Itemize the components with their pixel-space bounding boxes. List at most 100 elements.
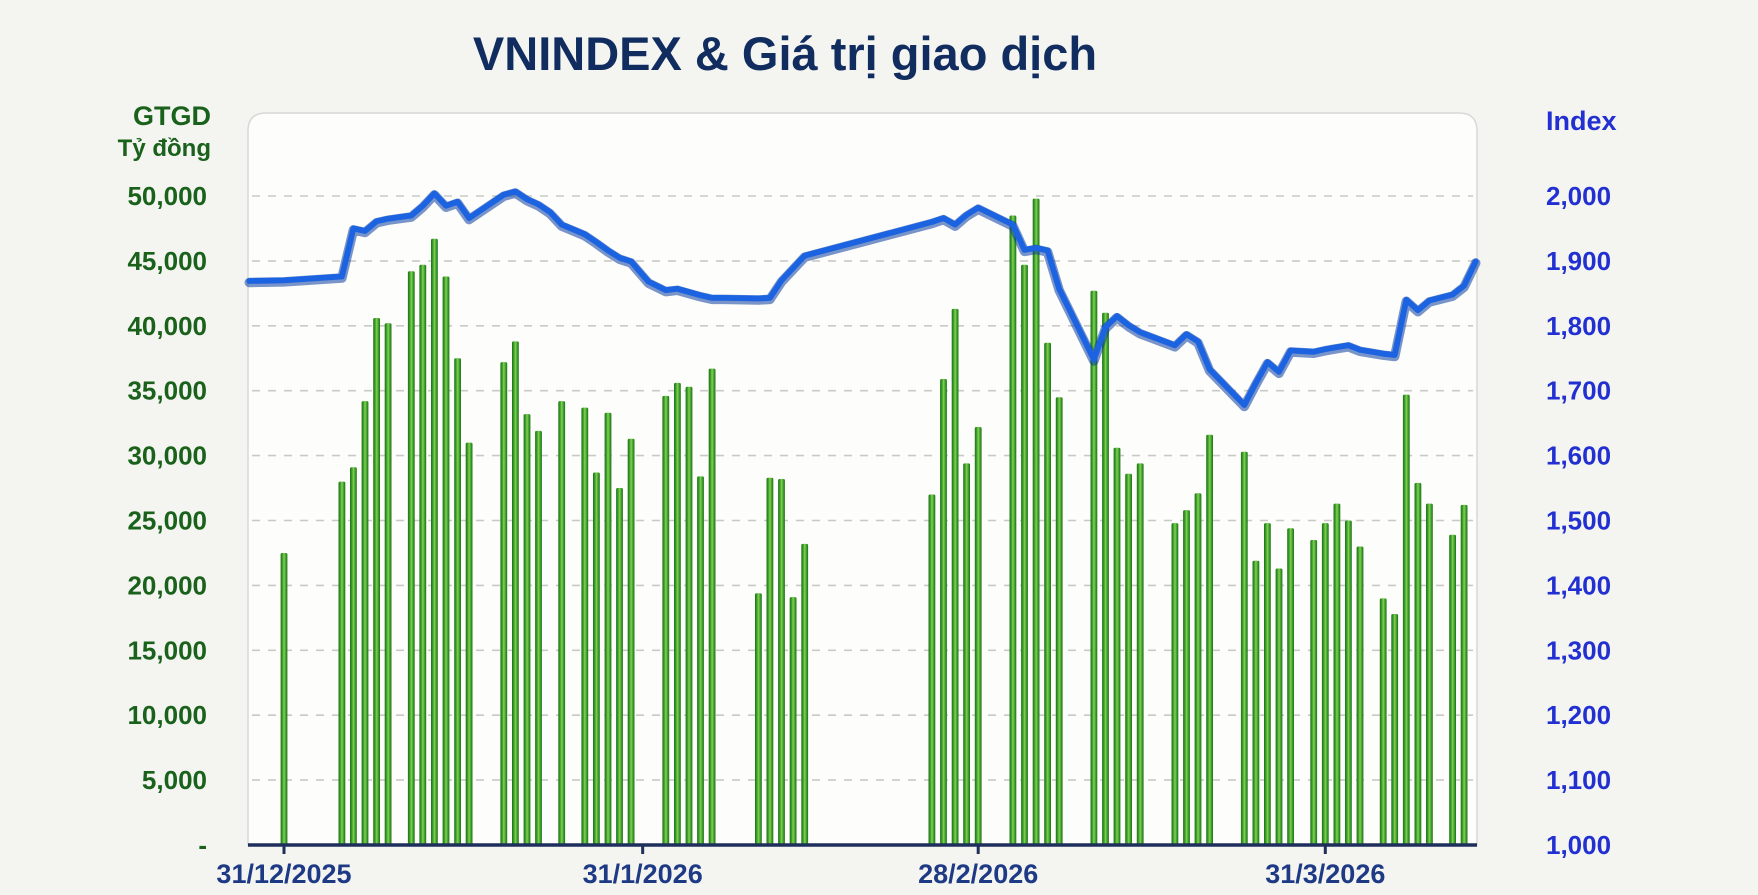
x-axis-label: 28/2/2026 [918, 859, 1038, 889]
gtgd-bar [685, 386, 693, 845]
gtgd-bar [1194, 493, 1202, 845]
gtgd-bar [1009, 215, 1017, 845]
gtgd-bar [1414, 482, 1422, 845]
gtgd-bar [512, 341, 519, 845]
gtgd-bar [1044, 342, 1051, 845]
chart-title: VNINDEX & Giá trị giao dịch [472, 27, 1098, 80]
gtgd-bar [442, 276, 450, 845]
gtgd-bar [558, 401, 566, 845]
gtgd-bar [940, 379, 947, 845]
gtgd-bar-series [280, 198, 1468, 846]
gtgd-bar [373, 318, 380, 845]
gtgd-bar [697, 476, 704, 845]
left-axis-tick: - [198, 830, 207, 860]
gtgd-bar [384, 323, 392, 845]
right-axis-tick: 2,000 [1546, 181, 1611, 211]
gtgd-bar [1252, 560, 1260, 845]
gtgd-bar [280, 553, 288, 845]
left-axis-subtitle: Tỷ đồng [117, 134, 211, 162]
gtgd-bar [1136, 463, 1144, 845]
gtgd-bar [1321, 523, 1329, 845]
gtgd-bar [581, 407, 589, 845]
gtgd-bar [1102, 312, 1109, 845]
gtgd-bar [1206, 434, 1213, 845]
left-axis-tick: 10,000 [127, 700, 207, 730]
gtgd-bar [662, 395, 670, 845]
gtgd-bar [604, 412, 612, 845]
x-axis-label: 31/1/2026 [583, 859, 703, 889]
gtgd-bar [1275, 568, 1283, 845]
gtgd-bar [1090, 290, 1098, 845]
gtgd-bar [523, 414, 531, 845]
gtgd-bar [1460, 504, 1468, 845]
right-axis-tick: 1,300 [1546, 635, 1611, 665]
left-axis-tick: 30,000 [127, 441, 207, 471]
right-axis-tick: 1,700 [1546, 376, 1611, 406]
gtgd-bar [1264, 523, 1271, 845]
gtgd-bar [1183, 510, 1190, 845]
gtgd-bar [454, 358, 461, 845]
x-axis-label: 31/12/2025 [216, 859, 351, 889]
gtgd-bar [674, 382, 681, 845]
left-axis-tick: 35,000 [127, 376, 207, 406]
gtgd-bar [1356, 546, 1364, 845]
right-axis-tick: 1,000 [1546, 830, 1611, 860]
vnindex-line [246, 188, 1479, 408]
gtgd-bar [431, 238, 438, 846]
gtgd-bar [1032, 198, 1040, 846]
gtgd-bar [928, 494, 936, 845]
gtgd-bar [1021, 264, 1028, 845]
gtgd-bar [974, 427, 982, 845]
gtgd-bar [708, 368, 716, 845]
left-axis-header: GTGD Tỷ đồng [96, 100, 211, 164]
right-axis-tick: 1,100 [1546, 765, 1611, 795]
gtgd-bar [1426, 503, 1433, 845]
gtgd-bar [1391, 614, 1399, 845]
gtgd-bar [465, 442, 473, 845]
gtgd-bar [361, 401, 369, 845]
gtgd-bar [1449, 534, 1456, 845]
gtgd-bar [1333, 503, 1341, 845]
gtgd-bar [407, 271, 415, 845]
left-axis-tick: 5,000 [142, 765, 207, 795]
gtgd-bar [350, 467, 357, 845]
gtgd-bar [766, 477, 774, 845]
right-axis-header: Index [1546, 106, 1617, 136]
right-axis-tick: 1,400 [1546, 570, 1611, 600]
left-axis-tick: 40,000 [127, 311, 207, 341]
gtgd-bar [1287, 528, 1294, 845]
gtgd-bar [789, 597, 797, 845]
gtgd-bar [778, 479, 785, 845]
gtgd-bar [1055, 397, 1063, 845]
left-axis-tick: 25,000 [127, 506, 207, 536]
gtgd-bar [951, 308, 959, 845]
right-axis-tick: 1,800 [1546, 311, 1611, 341]
left-axis-tick: 50,000 [127, 181, 207, 211]
gtgd-bar [338, 481, 346, 845]
gtgd-bar [419, 264, 427, 845]
right-axis-tick: 1,600 [1546, 441, 1611, 471]
left-axis-tick: 20,000 [127, 570, 207, 600]
gtgd-bar [535, 430, 542, 845]
gtgd-bar [593, 472, 600, 845]
gtgd-bar [1310, 540, 1318, 845]
gtgd-bar [1345, 520, 1352, 845]
left-axis-title: GTGD [133, 101, 211, 131]
gtgd-bar [1379, 598, 1387, 845]
gtgd-bar [963, 463, 970, 845]
gtgd-bar [616, 488, 623, 845]
gtgd-bar [1240, 451, 1248, 845]
gtgd-bar [1171, 523, 1179, 845]
x-axis-label: 31/3/2026 [1265, 859, 1385, 889]
plot-area [247, 112, 1478, 846]
left-axis-tick: 45,000 [127, 246, 207, 276]
gtgd-bar [627, 438, 635, 845]
gtgd-bar [1402, 394, 1410, 845]
left-axis-tick: 15,000 [127, 635, 207, 665]
gtgd-bar [500, 362, 508, 845]
right-axis-tick: 1,200 [1546, 700, 1611, 730]
right-axis-tick: 1,500 [1546, 506, 1611, 536]
right-axis-tick: 1,900 [1546, 246, 1611, 276]
